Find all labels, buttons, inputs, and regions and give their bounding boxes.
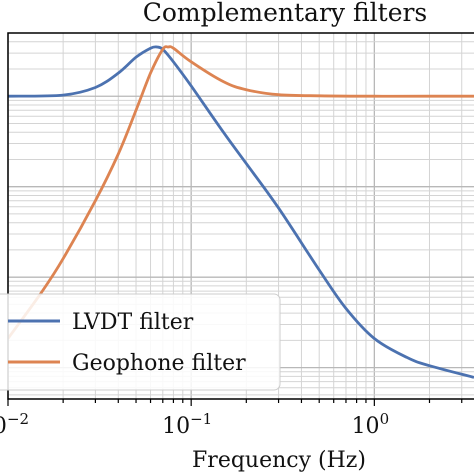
legend-label-lvdt: LVDT filter [72, 310, 194, 335]
chart-title: Complementary filters [143, 0, 428, 27]
series-lines [8, 45, 474, 379]
x-tick-label: 100 [352, 410, 390, 439]
x-tick-label: 10−1 [162, 410, 212, 439]
x-tick-label: 10−2 [0, 410, 29, 439]
x-axis-label: Frequency (Hz) [192, 448, 366, 473]
legend-label-geophone: Geophone filter [72, 351, 246, 376]
legend-box [0, 293, 281, 391]
plot-frame [7, 32, 474, 400]
series-line-lvdt [8, 45, 474, 379]
series-line-geophone [8, 45, 474, 340]
x-axis-ticks: 10−2 10−1 100 [0, 399, 463, 439]
legend[interactable]: LVDT filter Geophone filter [0, 293, 281, 391]
